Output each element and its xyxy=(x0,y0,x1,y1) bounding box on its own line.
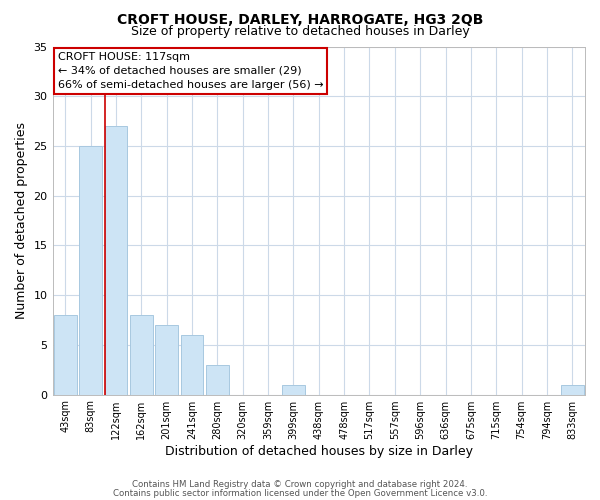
Bar xyxy=(104,126,127,394)
Text: Size of property relative to detached houses in Darley: Size of property relative to detached ho… xyxy=(131,25,469,38)
Bar xyxy=(206,364,229,394)
Bar xyxy=(130,315,152,394)
Bar xyxy=(282,384,305,394)
X-axis label: Distribution of detached houses by size in Darley: Distribution of detached houses by size … xyxy=(165,444,473,458)
Text: CROFT HOUSE: 117sqm
← 34% of detached houses are smaller (29)
66% of semi-detach: CROFT HOUSE: 117sqm ← 34% of detached ho… xyxy=(58,52,323,90)
Text: Contains HM Land Registry data © Crown copyright and database right 2024.: Contains HM Land Registry data © Crown c… xyxy=(132,480,468,489)
Text: CROFT HOUSE, DARLEY, HARROGATE, HG3 2QB: CROFT HOUSE, DARLEY, HARROGATE, HG3 2QB xyxy=(117,12,483,26)
Bar xyxy=(561,384,584,394)
Y-axis label: Number of detached properties: Number of detached properties xyxy=(15,122,28,319)
Bar xyxy=(181,335,203,394)
Text: Contains public sector information licensed under the Open Government Licence v3: Contains public sector information licen… xyxy=(113,488,487,498)
Bar xyxy=(54,315,77,394)
Bar xyxy=(155,325,178,394)
Bar xyxy=(79,146,102,394)
